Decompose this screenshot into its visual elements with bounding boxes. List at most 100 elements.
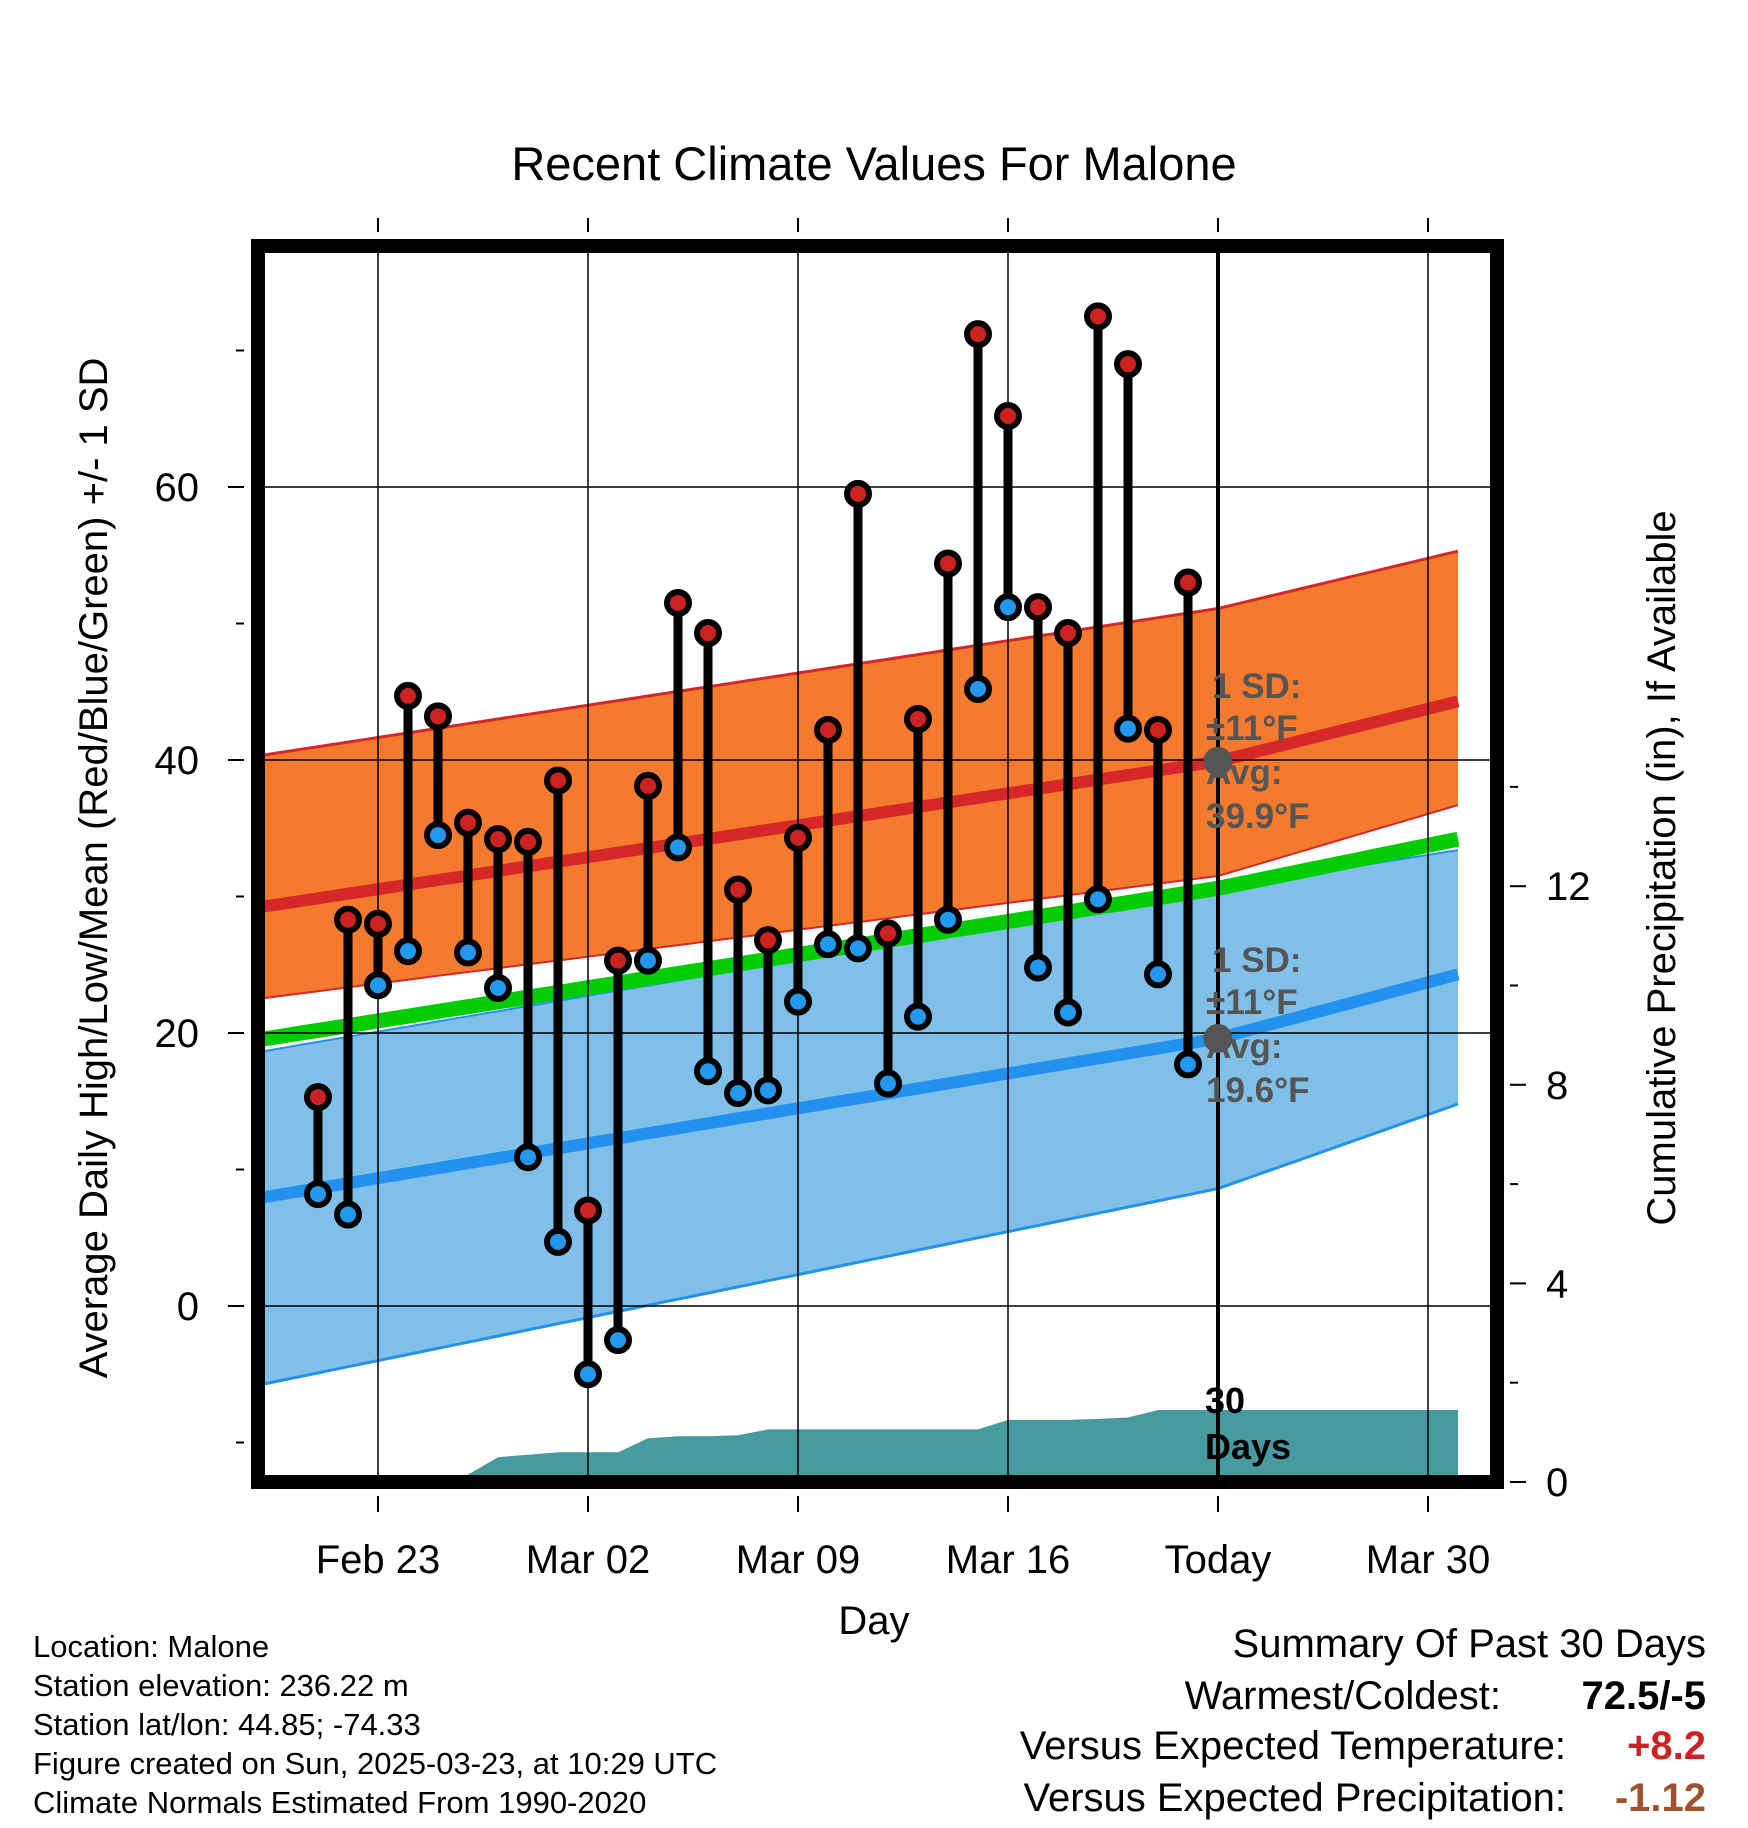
high-temp-point <box>634 771 662 800</box>
precip-value: -1.12 <box>1614 1776 1706 1820</box>
low-temp-point <box>1174 1050 1202 1079</box>
y2-tick-label: 4 <box>1546 1262 1568 1306</box>
high-temp-point <box>1174 568 1202 597</box>
elevation-line: Station elevation: 236.22 m <box>33 1668 409 1703</box>
high-avg-marker <box>1203 746 1233 776</box>
high-temp-point <box>1144 715 1172 744</box>
low-temp-point <box>694 1057 722 1086</box>
low-temp-point <box>754 1076 782 1105</box>
y2-tick-label: 0 <box>1546 1461 1568 1505</box>
high-temp-point <box>994 402 1022 431</box>
temp-value: +8.2 <box>1627 1724 1706 1768</box>
temp-label: Versus Expected Temperature: <box>1019 1724 1566 1768</box>
low-avg-marker <box>1203 1023 1233 1053</box>
x-tick-label: Mar 30 <box>1366 1538 1491 1582</box>
y2-tick-label: 8 <box>1546 1064 1568 1108</box>
normals-line: Climate Normals Estimated From 1990-2020 <box>33 1785 647 1820</box>
x-tick-label: Feb 23 <box>316 1538 441 1582</box>
low-temp-point <box>994 593 1022 622</box>
low-temp-point <box>514 1143 542 1172</box>
high-sd-value: ±11°F <box>1206 709 1298 748</box>
low-temp-point <box>904 1002 932 1031</box>
x-tick-label: Mar 02 <box>526 1538 651 1582</box>
chart-title: Recent Climate Values For Malone <box>511 137 1236 190</box>
y2-axis-label: Cumulative Precipitation (in), If Availa… <box>1640 510 1684 1225</box>
high-sd-label: 1 SD: <box>1212 667 1301 706</box>
high-temp-point <box>1054 619 1082 648</box>
plot-frame <box>251 239 1504 1489</box>
high-temp-point <box>394 681 422 710</box>
high-temp-point <box>664 589 692 618</box>
x-tick-label: Mar 09 <box>736 1538 861 1582</box>
high-temp-point <box>364 909 392 938</box>
low-temp-point <box>394 937 422 966</box>
low-temp-point <box>844 934 872 963</box>
low-temp-point <box>1084 885 1112 914</box>
low-temp-point <box>424 821 452 850</box>
low-sd-lower-line <box>258 1102 1459 1387</box>
x-tick-label: Mar 16 <box>946 1538 1071 1582</box>
high-temp-point <box>514 827 542 856</box>
low-temp-point <box>484 973 512 1002</box>
warmest-label: Warmest/Coldest: <box>1184 1674 1501 1718</box>
low-temp-point <box>664 833 692 862</box>
low-temp-point <box>1114 714 1142 743</box>
low-normal-line <box>258 968 1460 1205</box>
summary-warmest-row: Warmest/Coldest: 72.5/-5 <box>1185 1674 1706 1719</box>
y-axis-label: Average Daily High/Low/Mean (Red/Blue/Gr… <box>72 358 116 1379</box>
high-temp-point <box>724 875 752 904</box>
high-avg-value: 39.9°F <box>1206 797 1310 836</box>
high-temp-point <box>1084 302 1112 331</box>
created-line: Figure created on Sun, 2025-03-23, at 10… <box>33 1746 718 1781</box>
summary-precip-row: Versus Expected Precipitation: -1.12 <box>1023 1776 1706 1821</box>
low-temp-point <box>454 938 482 967</box>
precip-label: Versus Expected Precipitation: <box>1023 1776 1566 1820</box>
y-tick-label: 60 <box>155 466 200 510</box>
low-temp-point <box>1024 953 1052 982</box>
x-axis-label: Day <box>838 1599 909 1643</box>
low-temp-point <box>964 675 992 704</box>
high-temp-point <box>484 825 512 854</box>
high-temp-point <box>1024 593 1052 622</box>
low-temp-point <box>304 1180 332 1209</box>
low-temp-point <box>1144 960 1172 989</box>
summary-heading: Summary Of Past 30 Days <box>1232 1622 1706 1666</box>
location-line: Location: Malone <box>33 1629 270 1664</box>
low-temp-point <box>544 1227 572 1256</box>
high-temp-point <box>964 320 992 349</box>
high-temp-point <box>874 919 902 948</box>
plot-content <box>258 246 1497 1482</box>
low-temp-point <box>604 1326 632 1355</box>
high-avg-label: Avg: <box>1206 753 1282 792</box>
high-temp-point <box>694 619 722 648</box>
low-temp-point <box>724 1079 752 1108</box>
low-temp-point <box>574 1360 602 1389</box>
low-temp-point <box>364 971 392 1000</box>
latlon-line: Station lat/lon: 44.85; -74.33 <box>33 1707 421 1742</box>
low-temp-point <box>784 987 812 1016</box>
low-avg-label: Avg: <box>1206 1027 1282 1066</box>
high-temp-point <box>424 702 452 731</box>
high-temp-point <box>784 823 812 852</box>
low-sd-value: ±11°F <box>1206 983 1298 1022</box>
high-temp-point <box>304 1083 332 1112</box>
high-temp-point <box>1114 350 1142 379</box>
low-temp-point <box>934 905 962 934</box>
warmest-value: 72.5/-5 <box>1581 1674 1706 1718</box>
high-temp-point <box>574 1196 602 1225</box>
low-temp-point <box>814 930 842 959</box>
high-temp-point <box>814 715 842 744</box>
axes: 0 20 40 60 0 4 8 12 Feb 23 Mar 02 Mar 09 Mar 16 Toda… <box>155 218 1591 1582</box>
high-temp-point <box>754 926 782 955</box>
y-tick-label: 20 <box>155 1012 200 1056</box>
high-temp-point <box>934 549 962 578</box>
low-temp-point <box>1054 998 1082 1027</box>
days-label: Days <box>1205 1426 1291 1467</box>
x-tick-label: Today <box>1165 1538 1272 1582</box>
high-temp-point <box>904 705 932 734</box>
low-avg-value: 19.6°F <box>1206 1071 1310 1110</box>
high-temp-point <box>544 766 572 795</box>
low-temp-point <box>334 1200 362 1229</box>
low-sd-label: 1 SD: <box>1212 941 1301 980</box>
